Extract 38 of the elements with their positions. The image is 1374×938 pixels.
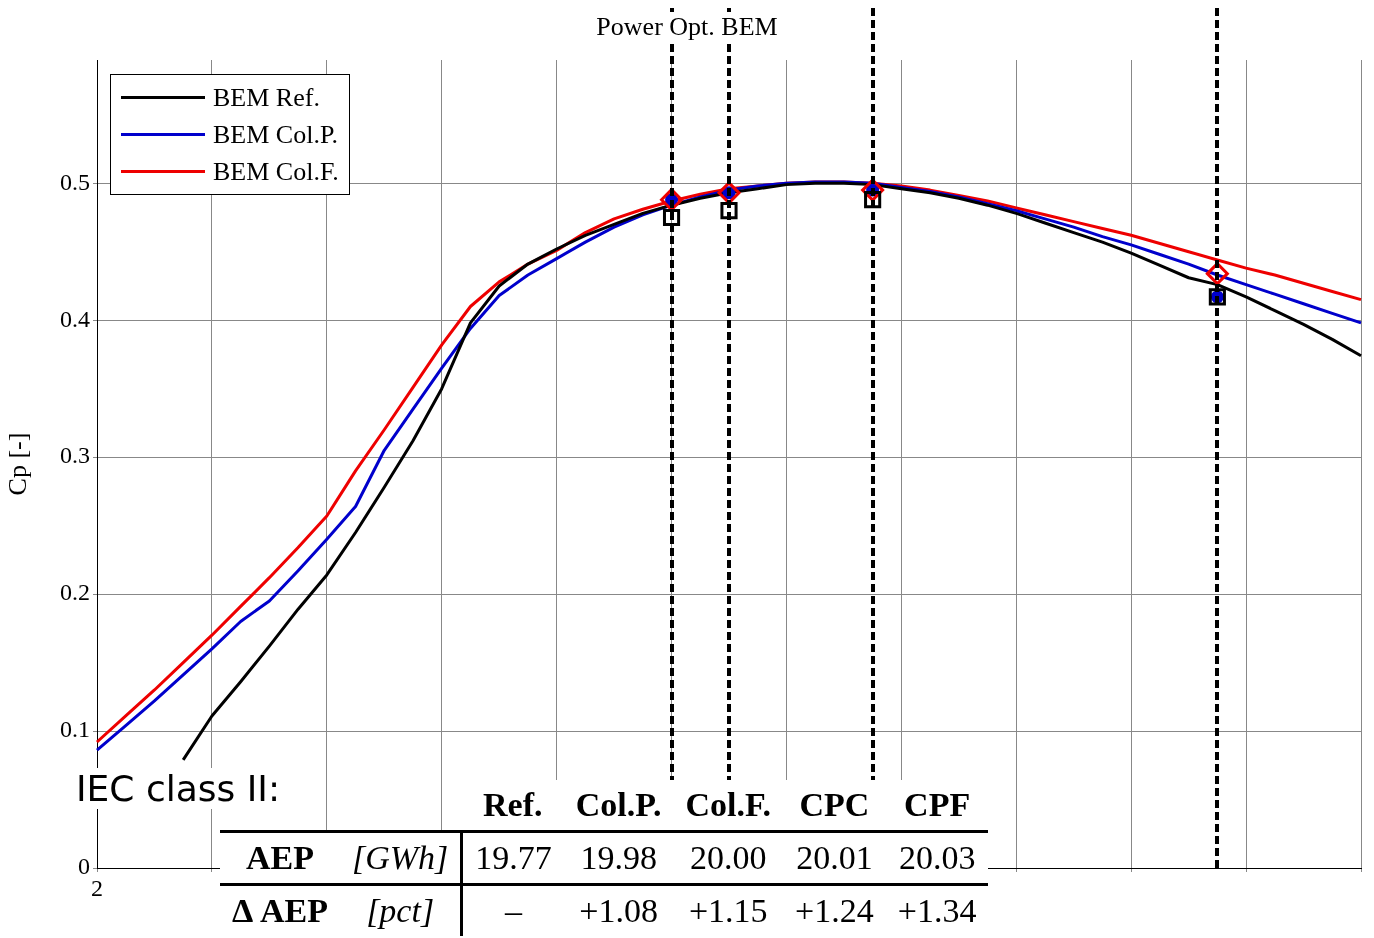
annotation: CPC bbox=[783, 780, 886, 832]
annotation: Ref. bbox=[461, 780, 564, 832]
y-tick-label: 0.1 bbox=[60, 716, 90, 743]
annotation: 19.77 bbox=[461, 831, 564, 885]
annotation: 20.03 bbox=[885, 831, 989, 885]
text: – bbox=[461, 884, 564, 936]
y-axis-title: Cp [-] bbox=[3, 432, 33, 496]
annotation: IEC class II: bbox=[76, 768, 287, 809]
legend-label: BEM Col.P. bbox=[212, 118, 339, 151]
x-tick-label: 2 bbox=[91, 874, 103, 901]
y-tick-label: 0.3 bbox=[60, 442, 90, 469]
annotation: Col.P. bbox=[563, 780, 674, 832]
point bbox=[717, 181, 741, 205]
annotation: AEP bbox=[220, 831, 340, 885]
annotation: Col.F. bbox=[673, 780, 784, 832]
text: +1.15 bbox=[673, 884, 784, 936]
annotation: 20.01 bbox=[783, 831, 886, 885]
annotation: [GWh] bbox=[339, 831, 462, 885]
legend-label: BEM Col.F. bbox=[212, 155, 339, 188]
y-tick-label: 0 bbox=[78, 853, 90, 880]
legend-label: BEM Ref. bbox=[212, 81, 321, 114]
text: Δ AEP bbox=[220, 884, 340, 936]
text: +1.08 bbox=[563, 884, 674, 936]
text: [pct] bbox=[339, 884, 462, 936]
point bbox=[1205, 262, 1229, 286]
y-tick-label: 0.4 bbox=[60, 305, 90, 332]
point bbox=[864, 191, 882, 209]
point bbox=[720, 202, 738, 220]
point bbox=[660, 188, 684, 212]
text: +1.34 bbox=[885, 884, 989, 936]
y-tick-label: 0.2 bbox=[60, 579, 90, 606]
y-tick-label: 0.5 bbox=[60, 168, 90, 195]
annotation: 19.98 bbox=[563, 831, 674, 885]
annotation: CPF bbox=[885, 780, 989, 832]
point bbox=[662, 208, 681, 227]
chart-title: Power Opt. BEM bbox=[596, 12, 778, 41]
annotation: 20.00 bbox=[673, 831, 784, 885]
text: +1.24 bbox=[783, 884, 886, 936]
